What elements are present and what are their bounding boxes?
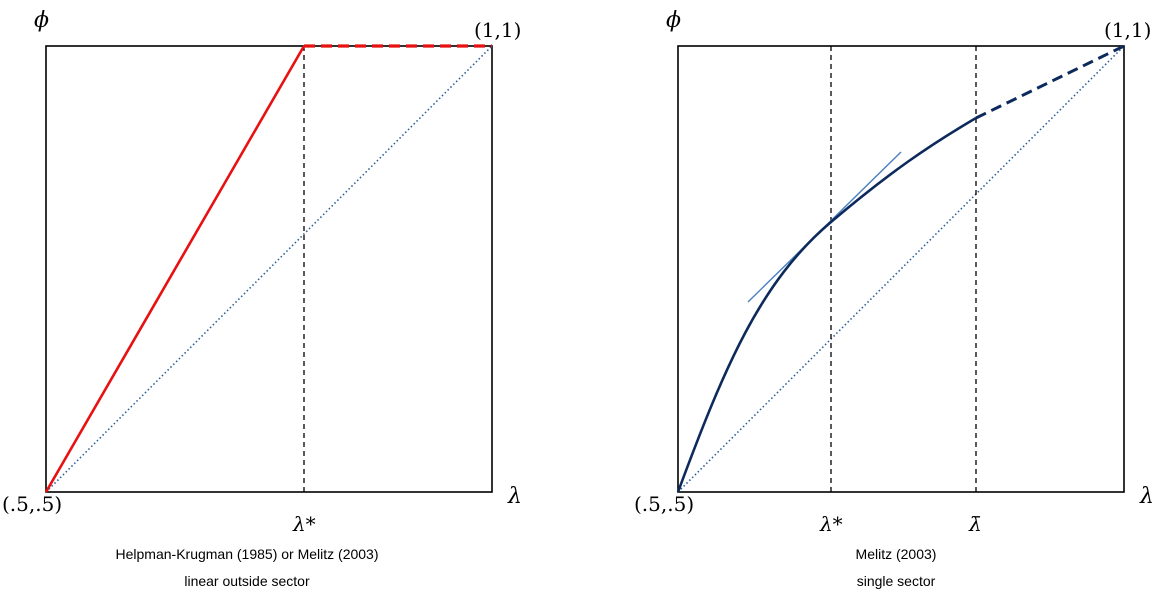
right-curve-solid: [676, 116, 977, 493]
right-panel: ϕ λ (.5,.5) (1,1) λ* λ̄ Melitz (2003) si…: [634, 8, 1154, 589]
left-lambda-star-label: λ*: [292, 512, 316, 536]
left-x-axis-label: λ: [507, 484, 522, 509]
right-x-axis-label: λ: [1139, 484, 1154, 509]
right-lambda-star-label: λ*: [819, 512, 843, 536]
right-diagonal-line: [677, 45, 1125, 493]
left-diagonal-line: [45, 45, 493, 493]
left-y-axis-label: ϕ: [34, 8, 49, 33]
left-panel: ϕ λ (.5,.5) (1,1) λ* Helpman-Krugman (19…: [2, 8, 522, 589]
left-plot-frame: [45, 45, 493, 493]
left-curve-solid: [44, 45, 306, 493]
right-caption-line2: single sector: [857, 573, 936, 589]
left-origin-label: (.5,.5): [2, 492, 62, 516]
right-caption-line1: Melitz (2003): [856, 546, 937, 562]
right-y-axis-label: ϕ: [666, 8, 681, 33]
left-caption-line2: linear outside sector: [184, 573, 310, 589]
right-origin-label: (.5,.5): [634, 492, 694, 516]
right-plot-frame: [677, 45, 1125, 493]
right-lambda-bar-label: λ̄: [968, 512, 982, 536]
right-curve-dashed: [975, 44, 1125, 120]
left-corner-label: (1,1): [474, 18, 521, 42]
left-caption-line1: Helpman-Krugman (1985) or Melitz (2003): [116, 546, 379, 562]
right-corner-label: (1,1): [1104, 18, 1151, 42]
